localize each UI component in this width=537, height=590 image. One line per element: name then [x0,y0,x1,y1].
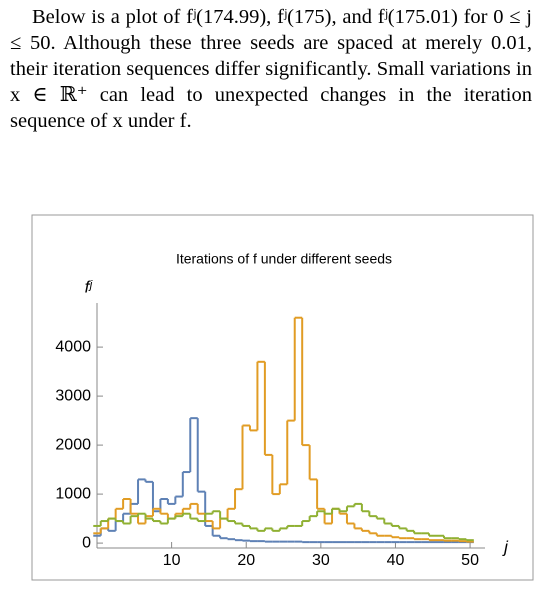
x-tick-label: 30 [312,552,330,569]
paragraph: Below is a plot of fʲ(174.99), fʲ(175), … [10,6,532,132]
y-tick-label: 4000 [55,338,91,355]
x-tick-label: 10 [163,552,181,569]
y-tick-label: 2000 [55,436,91,453]
x-tick-label: 50 [461,552,479,569]
x-tick-label: 20 [237,552,255,569]
y-tick-label: 1000 [55,485,91,502]
y-tick-label: 3000 [55,387,91,404]
y-axis-label: fʲ [85,277,94,296]
x-axis-label: j [502,537,509,556]
chart-frame [31,214,534,581]
chart-title: Iterations of f under different seeds [176,251,392,267]
y-tick-label: 0 [82,534,91,551]
x-tick-label: 40 [387,552,405,569]
